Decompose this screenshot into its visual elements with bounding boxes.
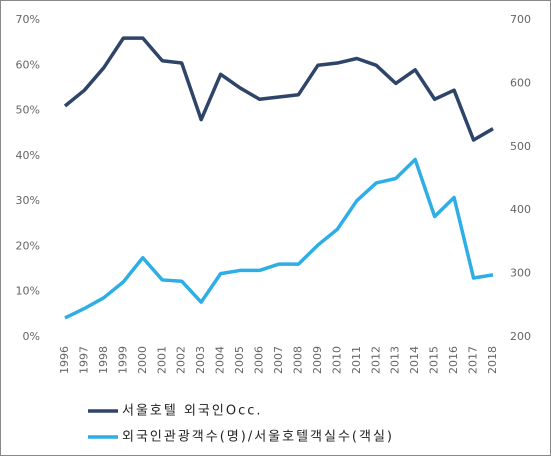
x-tick-label: 2014 [408, 346, 421, 374]
y2-tick-label: 400 [510, 203, 531, 216]
x-tick-label: 2001 [155, 346, 168, 374]
y2-tick-label: 600 [510, 76, 531, 89]
x-tick-label: 2003 [194, 346, 207, 374]
x-tick-label: 2015 [428, 346, 441, 374]
x-tick-label: 2018 [486, 346, 499, 374]
x-tick-label: 2005 [233, 346, 246, 374]
y2-tick-label: 200 [510, 330, 531, 343]
x-tick-label: 1996 [58, 346, 71, 374]
y-tick-label: 30% [16, 194, 40, 207]
y-tick-label: 10% [16, 285, 40, 298]
x-tick-label: 2006 [253, 346, 266, 374]
x-tick-label: 2009 [311, 346, 324, 374]
x-tick-label: 2012 [369, 346, 382, 374]
x-tick-label: 2013 [389, 346, 402, 374]
y2-tick-label: 500 [510, 140, 531, 153]
x-tick-label: 2002 [175, 346, 188, 374]
y-tick-label: 60% [16, 58, 40, 71]
x-tick-label: 2008 [291, 346, 304, 374]
series-line [63, 36, 494, 142]
y-tick-label: 40% [16, 149, 40, 162]
x-tick-label: 2011 [350, 346, 363, 374]
legend-text: 서울호텔 외국인Occ. [122, 404, 263, 419]
x-tick-label: 2016 [447, 346, 460, 374]
legend-text: 외국인관광객수(명)/서울호텔객실수(객실) [122, 430, 394, 445]
x-tick-label: 2000 [136, 346, 149, 374]
y2-tick-label: 300 [510, 267, 531, 280]
y-tick-label: 20% [16, 239, 40, 252]
series-line [64, 157, 494, 320]
x-tick-label: 2017 [467, 346, 480, 374]
x-tick-label: 1998 [97, 346, 110, 374]
x-tick-label: 1999 [116, 346, 129, 374]
y-tick-label: 50% [16, 104, 40, 117]
x-tick-label: 1997 [77, 346, 90, 374]
y-tick-label: 70% [16, 13, 40, 26]
y2-tick-label: 700 [510, 13, 531, 26]
x-tick-label: 2010 [330, 346, 343, 374]
x-tick-label: 2007 [272, 346, 285, 374]
x-tick-label: 2004 [214, 346, 227, 374]
y-tick-label: 0% [23, 330, 40, 343]
